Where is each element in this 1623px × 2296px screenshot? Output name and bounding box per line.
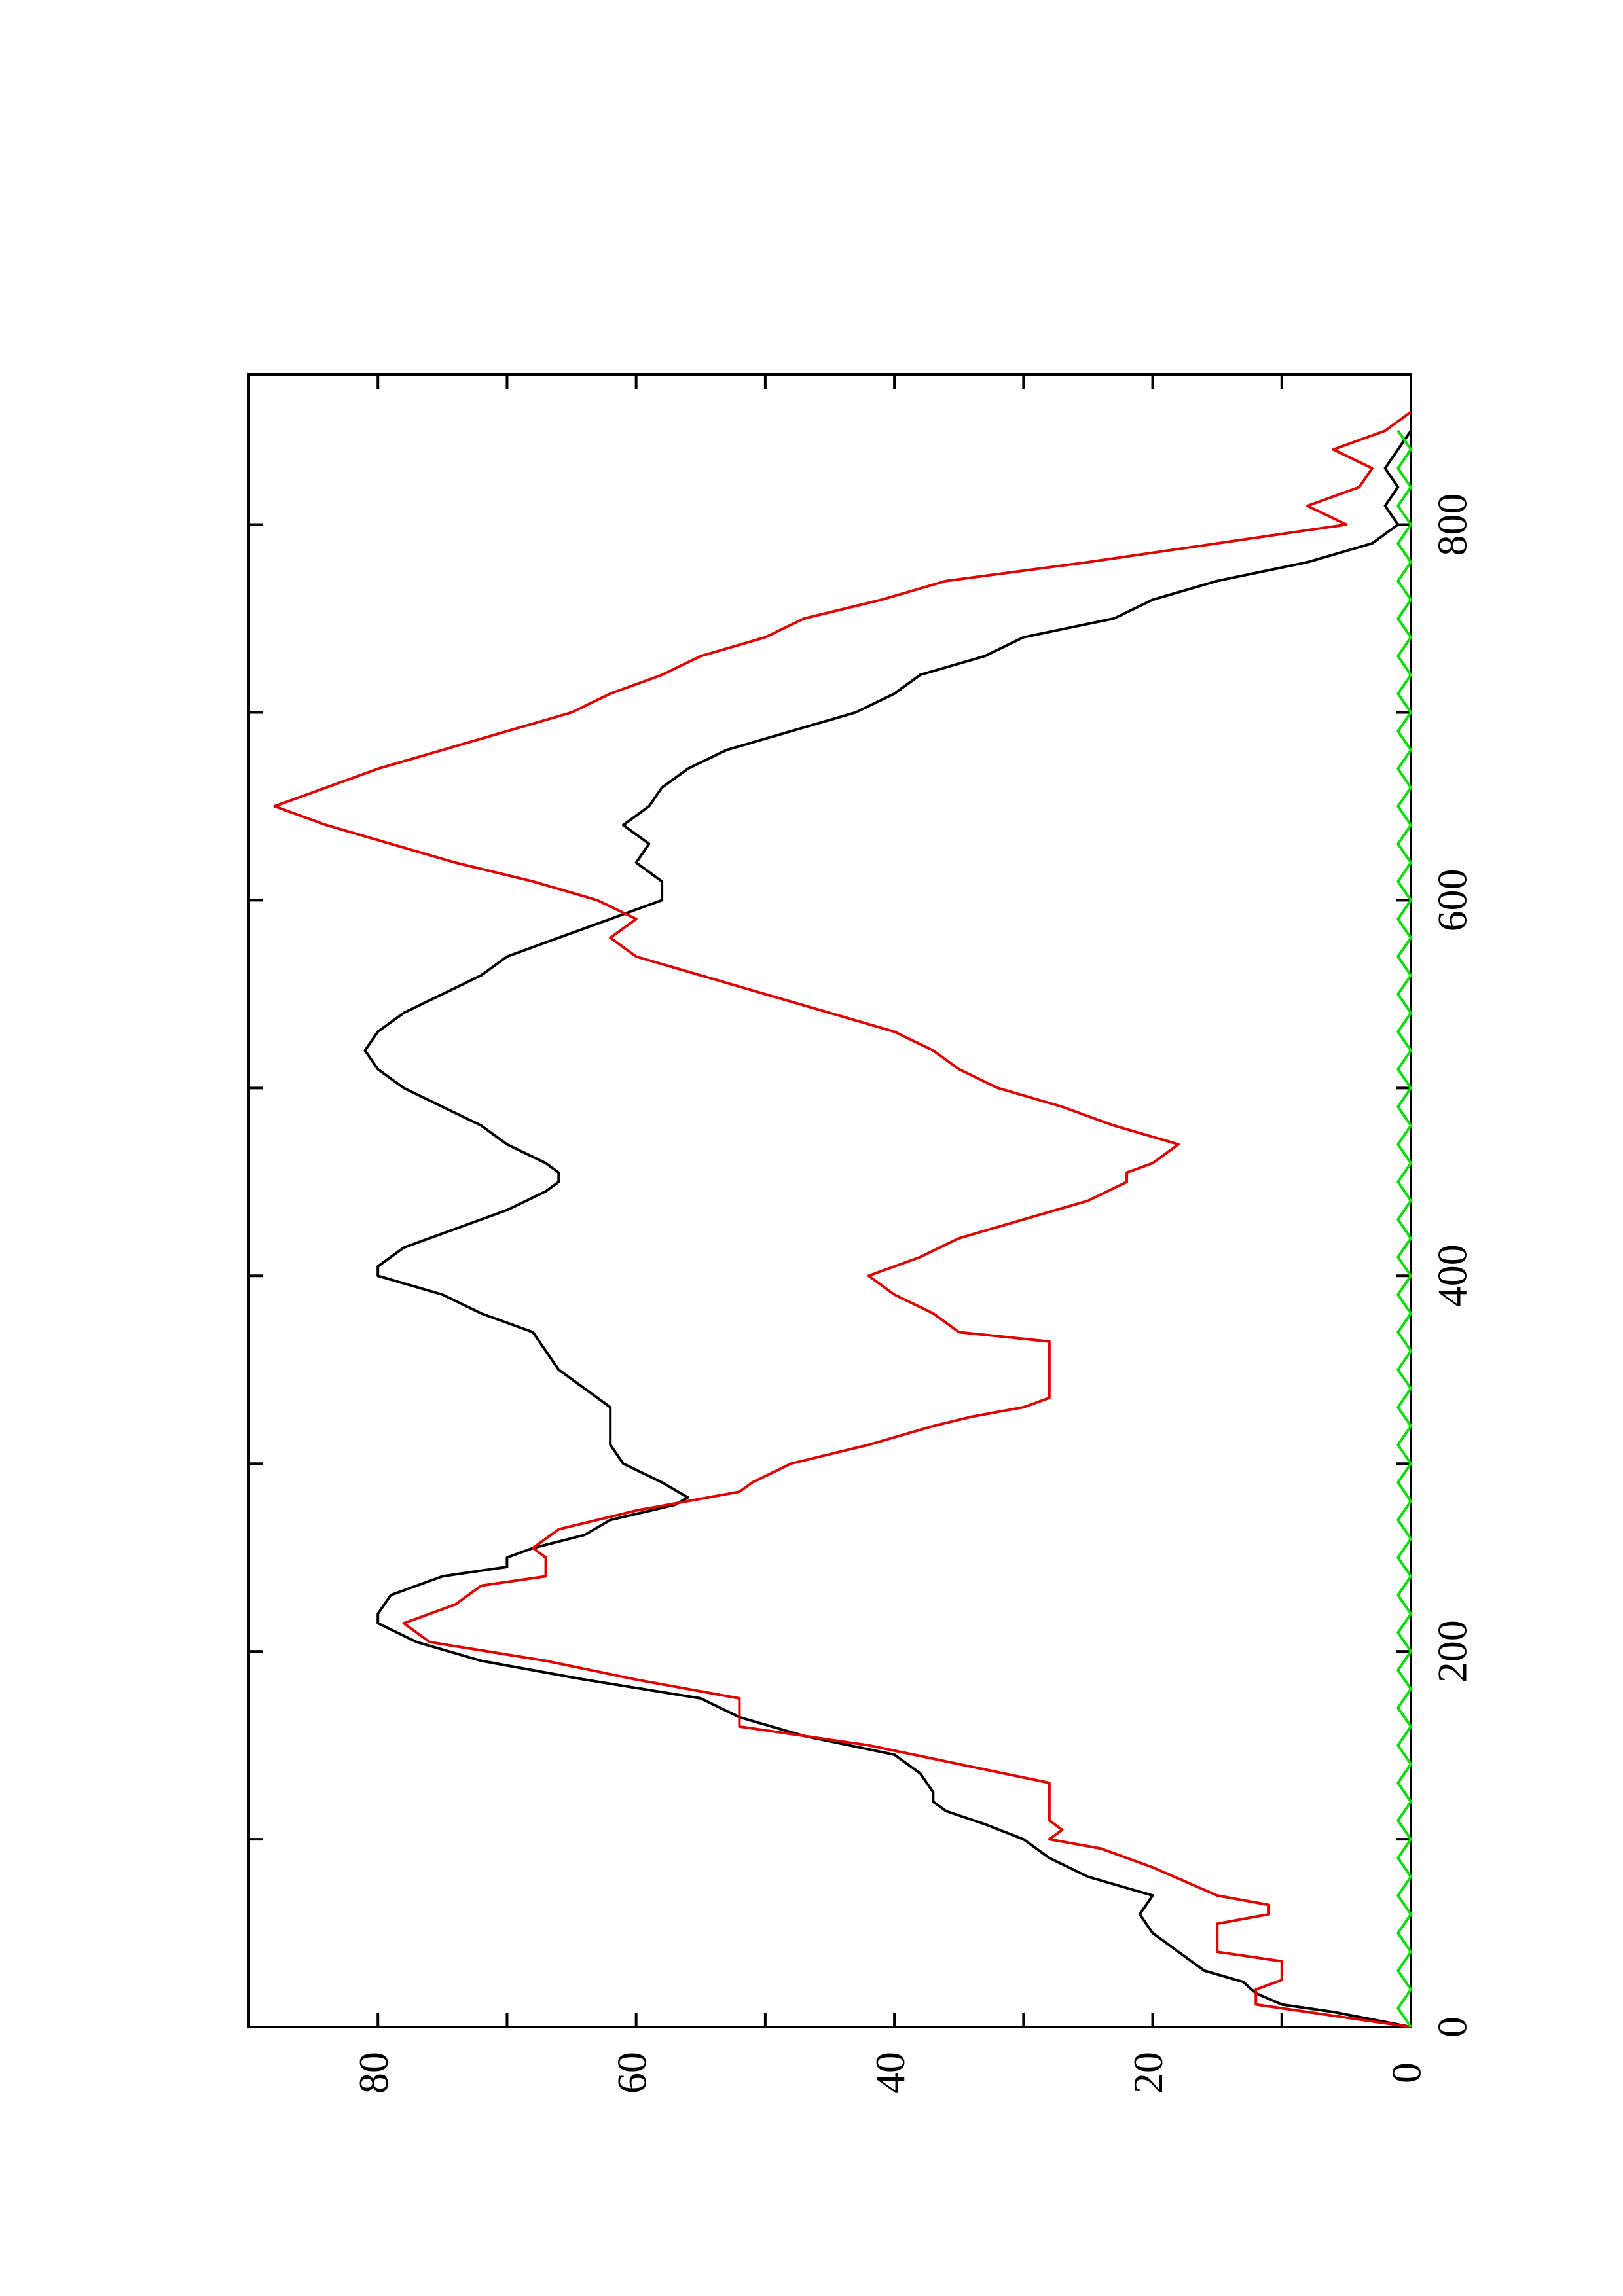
axis-ticks xyxy=(249,374,1412,2028)
y-tick-label-40: 40 xyxy=(867,2052,913,2094)
tick-labels: 0 200 400 600 800 0 20 40 60 80 xyxy=(350,493,1476,2094)
x-tick-label-800: 800 xyxy=(1429,493,1476,556)
y-tick-label-80: 80 xyxy=(350,2052,397,2094)
series-line-1 xyxy=(273,410,1412,2028)
x-tick-label-400: 400 xyxy=(1429,1244,1476,1307)
x-tick-label-0: 0 xyxy=(1429,2017,1476,2037)
series-line-0 xyxy=(363,429,1412,2028)
y-tick-label-60: 60 xyxy=(608,2052,655,2094)
y-tick-label-20: 20 xyxy=(1125,2052,1171,2094)
plot-frame xyxy=(247,373,1412,2028)
x-tick-label-600: 600 xyxy=(1429,869,1476,931)
x-tick-label-200: 200 xyxy=(1429,1620,1476,1683)
series-line-2 xyxy=(1396,429,1412,2028)
y-tick-label-0: 0 xyxy=(1383,2062,1430,2083)
series-lines xyxy=(273,410,1412,2028)
